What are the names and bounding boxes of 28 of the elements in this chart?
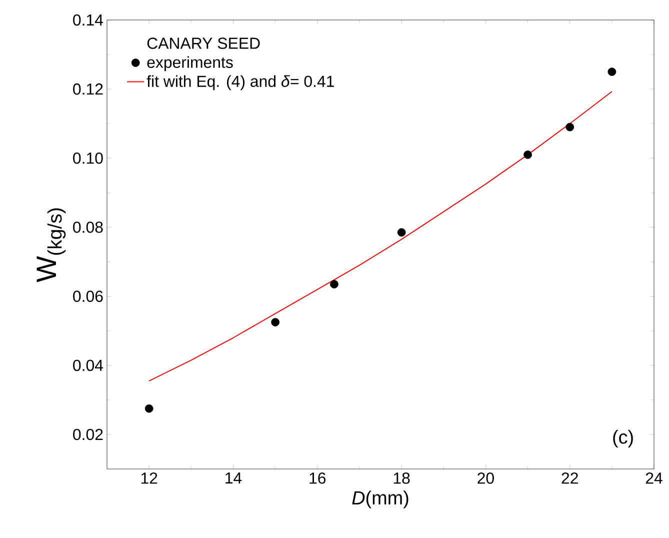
y-tick-label: 0.08 (73, 222, 103, 233)
y-tick-label: 0.14 (73, 14, 104, 26)
y-tick-label: 0.04 (73, 360, 104, 372)
point (397, 228, 406, 237)
line-series (148, 90, 612, 382)
y-tick-label: 0.02 (73, 428, 103, 440)
x-tick-label: 22 (562, 472, 578, 484)
legend-title: CANARY SEED (147, 38, 260, 49)
point (271, 318, 280, 326)
point (608, 68, 616, 76)
y-tick-label: 0.12 (73, 83, 103, 95)
x-tick-label: 14 (226, 472, 242, 484)
point (566, 122, 574, 132)
point (330, 280, 338, 288)
x-tick-label: 18 (394, 472, 410, 484)
x-tick-label: 20 (478, 472, 494, 484)
y-tick-label: 0.10 (73, 152, 103, 164)
legend-label: experiments (147, 56, 233, 72)
point (524, 150, 532, 159)
x-tick-label: 24 (646, 472, 662, 484)
legend-label: fit with Eq. (4) and δ= 0.41 (146, 75, 334, 90)
x-axis-title: D(mm) (352, 490, 408, 508)
annotation: (c) (613, 430, 633, 448)
point (144, 404, 154, 413)
x-tick-label: 12 (141, 472, 158, 484)
x-tick-label: 16 (310, 472, 326, 484)
y-tick-label: 0.06 (73, 290, 103, 302)
y-axis-title: W$_{(kg/s)}$ (36, 208, 66, 282)
